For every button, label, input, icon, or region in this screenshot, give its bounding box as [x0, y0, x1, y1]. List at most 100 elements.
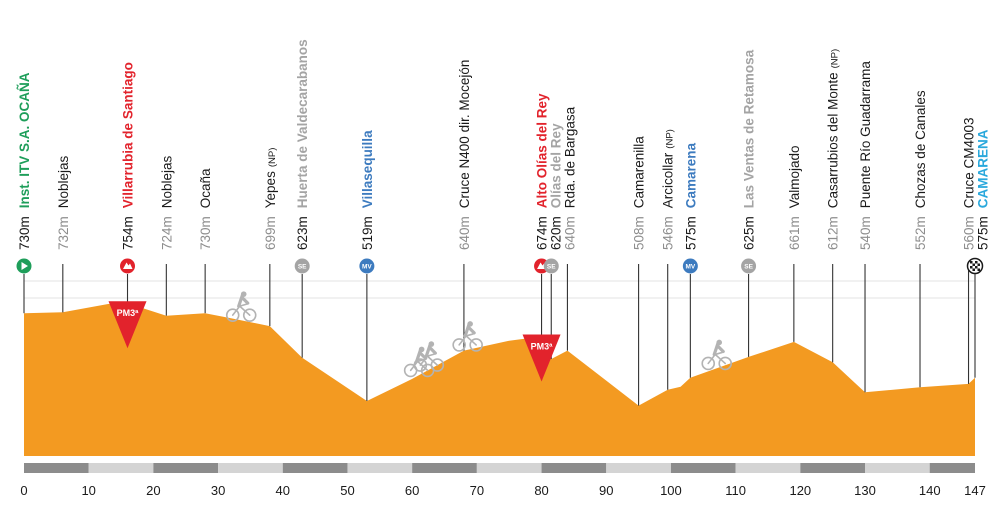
climb-markers: PM3ª PM3ª: [108, 301, 561, 382]
altitude-label: 699m: [263, 216, 278, 250]
place-name: Villarrubia de Santiago: [121, 62, 136, 208]
scale-segment: [412, 463, 477, 473]
cyclist-icon: [701, 339, 733, 371]
km-tick-label: 120: [789, 483, 811, 498]
place-name: Huerta de Valdecarabanos: [295, 39, 310, 208]
place-name: Noblejas: [159, 155, 174, 208]
place-name: Valmojado: [787, 145, 802, 208]
checker-cell: [975, 266, 978, 269]
km-tick-label: 70: [470, 483, 484, 498]
km-scale-bar: [24, 463, 975, 473]
point-label: 754m Villarrubia de Santiago: [121, 62, 136, 250]
point-label: 540m Puente Río Guadarrama: [858, 61, 873, 250]
altitude-label: 640m: [563, 216, 578, 250]
profile-area: [24, 303, 975, 456]
scale-segment: [153, 463, 219, 473]
km-tick-label: 110: [725, 483, 746, 498]
altitude-label: 732m: [56, 216, 71, 250]
wheel-rear: [452, 338, 466, 352]
scale-segment: [24, 463, 89, 473]
altitude-label: 620m: [549, 216, 564, 250]
scale-segment: [218, 463, 283, 473]
altitude-label: 640m: [457, 216, 472, 250]
cyclist-icon: [225, 291, 257, 322]
climb-triangle: [522, 334, 561, 382]
place-name: Cruce CM4003: [962, 117, 977, 208]
rider-body: [237, 294, 250, 308]
km-tick-label: 50: [340, 483, 354, 498]
point-icons: SE MV SE MV SE: [16, 257, 984, 275]
place-name: Las Ventas de Retamosa: [742, 49, 757, 208]
altitude-label: 560m: [962, 216, 977, 250]
special-sprint-icon: [543, 258, 559, 274]
np-note: (NP): [665, 129, 676, 149]
point-label: 730m Inst. ITV S.A. OCAÑA: [17, 72, 32, 250]
scale-segment: [282, 463, 348, 473]
place-name: Yepes: [263, 171, 278, 208]
scale-segment: [88, 463, 154, 473]
wheel-front: [242, 308, 257, 322]
place-name: Camarena: [683, 142, 698, 208]
point-labels: 730m Inst. ITV S.A. OCAÑA 732m Noblejas 754m…: [17, 39, 991, 250]
place-name: Alto Olías del Rey: [535, 93, 550, 208]
place-name: Chozas de Canales: [913, 90, 928, 208]
point-label: 519m Villasequilla: [360, 130, 375, 250]
checker-cell: [972, 263, 975, 266]
profile-area-path: [24, 303, 975, 456]
cyclist-icon: [452, 321, 483, 352]
climb-category-label: PM3ª: [531, 341, 554, 351]
rider-head: [467, 321, 473, 327]
place-name: Noblejas: [56, 155, 71, 208]
point-label: 699m Yepes (NP): [263, 148, 278, 250]
altitude-label: 623m: [295, 216, 310, 250]
altitude-label: 519m: [360, 216, 375, 250]
wheel-rear: [701, 356, 716, 371]
place-name: Camarenilla: [632, 136, 647, 209]
rider-body: [415, 349, 428, 364]
play-glyph: [21, 262, 28, 270]
wheel-front: [430, 358, 445, 372]
point-label: 674m Alto Olías del Rey: [535, 93, 550, 250]
scale-segment: [541, 463, 607, 473]
altitude-label: 612m: [826, 216, 841, 250]
place-name: Ocaña: [198, 168, 213, 208]
checker-cell: [972, 268, 975, 271]
mountain-glyph: [123, 262, 133, 269]
place-name: Olías del Rey: [549, 123, 564, 208]
checker-cell: [970, 261, 973, 264]
km-tick-label: 60: [405, 483, 419, 498]
np-note: (NP): [267, 148, 278, 168]
scale-segment: [476, 463, 542, 473]
point-label: 661m Valmojado: [787, 145, 802, 250]
icon-badge-text: MV: [362, 264, 372, 271]
rider-head: [418, 346, 425, 353]
point-label: 508m Camarenilla: [632, 136, 647, 250]
point-label: 552m Chozas de Canales: [913, 90, 928, 250]
checker-cell: [977, 268, 980, 271]
scale-segment: [735, 463, 801, 473]
km-tick-label: 130: [854, 483, 876, 498]
place-name: Arcicollar: [661, 152, 676, 208]
wheel-rear: [225, 308, 240, 322]
point-label: 730m Ocaña: [198, 168, 213, 250]
rider-head: [428, 341, 435, 347]
point-label: 732m Noblejas: [56, 155, 71, 250]
place-name: Villasequilla: [360, 130, 375, 208]
place-name: Inst. ITV S.A. OCAÑA: [17, 72, 32, 208]
point-label: 620m Olías del Rey: [549, 123, 564, 250]
altitude-label: 730m: [17, 216, 32, 250]
km-tick-labels: 0 10 20 30 40 50 60 70 80 90 100 110 120 130 140 147: [20, 483, 985, 498]
scale-segment: [670, 463, 736, 473]
climb-category-label: PM3ª: [117, 308, 140, 318]
scale-segment: [929, 463, 975, 473]
km-tick-label: 0: [20, 483, 27, 498]
leader-lines: [23, 264, 976, 406]
km-tick-label: 140: [919, 483, 941, 498]
point-label: 724m Noblejas: [159, 155, 174, 250]
checker-cell: [975, 261, 978, 264]
rider-body: [712, 342, 725, 357]
np-note: (NP): [830, 49, 841, 69]
climb-triangle: [108, 301, 147, 349]
